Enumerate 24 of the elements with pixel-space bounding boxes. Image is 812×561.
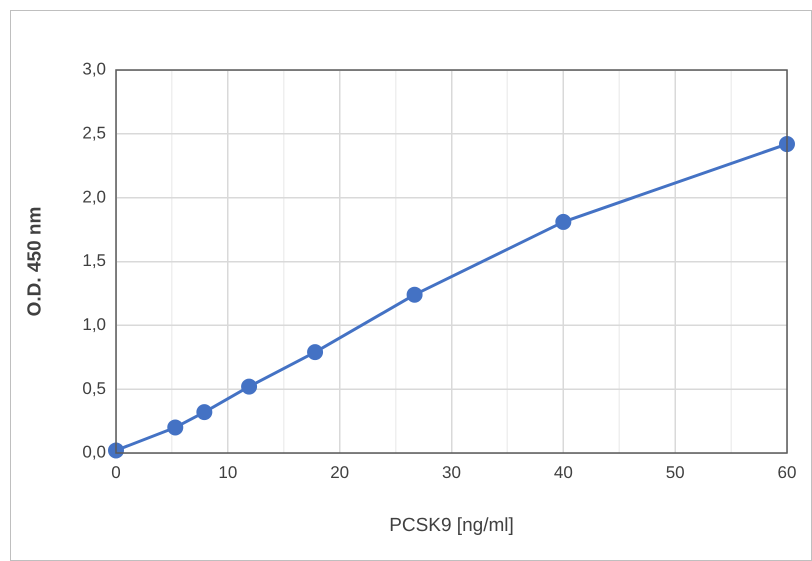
x-tick-label: 60 bbox=[778, 462, 796, 482]
y-tick-label: 1,5 bbox=[82, 251, 106, 270]
x-tick-label: 50 bbox=[666, 462, 685, 482]
x-tick-label: 0 bbox=[111, 462, 121, 482]
point bbox=[167, 419, 184, 436]
x-tick-label: 20 bbox=[330, 462, 350, 482]
y-tick-label: 2,0 bbox=[82, 187, 106, 206]
y-tick-label: 0,5 bbox=[82, 378, 106, 398]
point bbox=[241, 378, 258, 395]
point bbox=[779, 136, 795, 152]
point bbox=[555, 214, 572, 230]
x-tick-label: 10 bbox=[218, 462, 238, 482]
y-tick-label: 1,0 bbox=[82, 315, 106, 334]
y-axis-title: O.D. 450 nm bbox=[24, 206, 46, 316]
point bbox=[406, 286, 423, 303]
x-tick-label: 40 bbox=[554, 462, 573, 482]
point bbox=[108, 442, 124, 458]
x-axis-title: PCSK9 [ng/ml] bbox=[389, 514, 514, 536]
x-tick-label: 30 bbox=[442, 462, 461, 482]
y-tick-label: 0,0 bbox=[82, 442, 106, 462]
y-tick-label: 2,5 bbox=[82, 124, 106, 143]
point bbox=[307, 344, 324, 360]
y-tick-label: 3,0 bbox=[82, 60, 106, 79]
point bbox=[196, 404, 212, 420]
